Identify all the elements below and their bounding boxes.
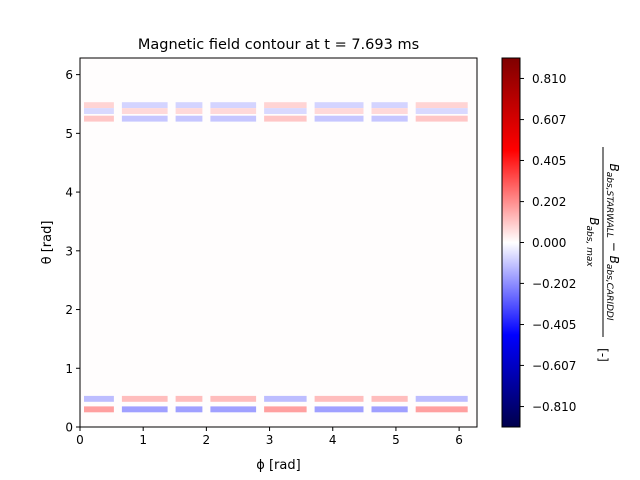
heat-cell-3-4	[210, 406, 257, 413]
heat-cell-4-0	[264, 102, 307, 109]
heat-cell-5-1	[314, 108, 364, 114]
heat-cell-5-0	[314, 102, 364, 109]
heat-cell-6-1	[371, 108, 408, 114]
heatmap-layer	[84, 102, 468, 413]
heat-cell-2-0	[175, 102, 203, 109]
y-axis: 0 1 2 3 4 5 6	[65, 68, 80, 435]
colorbar-ticks: 0.810 0.607 0.405 0.202 0.000 −0.202 −0.405 −0.…	[520, 72, 576, 414]
heat-cell-1-0	[121, 102, 168, 109]
heat-cell-0-0	[84, 102, 114, 109]
colorbar-label-unit: [-]	[596, 348, 610, 362]
heat-cell-1-3	[121, 395, 168, 402]
heat-cell-7-1	[415, 108, 468, 114]
y-axis-label: θ [rad]	[40, 221, 55, 265]
chart-title: Magnetic field contour at t = 7.693 ms	[138, 37, 419, 53]
heat-cell-2-3	[175, 395, 203, 402]
y-tick-label: 2	[65, 303, 73, 317]
heat-cell-3-0	[210, 102, 257, 109]
heat-cell-7-3	[415, 395, 468, 402]
x-tick-label: 1	[139, 433, 147, 447]
heat-cell-3-2	[210, 115, 257, 122]
colorbar-tick-label: 0.202	[532, 195, 566, 209]
colorbar-tick-label: −0.607	[532, 359, 576, 373]
x-tick-label: 0	[76, 433, 84, 447]
heat-cell-1-1	[121, 108, 168, 114]
heat-cell-2-2	[175, 115, 203, 122]
heat-cell-7-0	[415, 102, 468, 109]
colorbar-label: Babs,STARWALL − Babs,CARIDDI Babs, max […	[584, 147, 621, 362]
y-tick-label: 1	[65, 362, 73, 376]
x-tick-label: 6	[455, 433, 463, 447]
colorbar-tick-label: −0.202	[532, 277, 576, 291]
colorbar-tick-label: −0.405	[532, 318, 576, 332]
colorbar-tick-label: −0.810	[532, 400, 576, 414]
x-tick-label: 4	[329, 433, 337, 447]
heat-cell-2-4	[175, 406, 203, 413]
heat-cell-6-2	[371, 115, 408, 122]
colorbar-label-numerator: Babs,STARWALL − Babs,CARIDDI	[604, 163, 621, 320]
heat-cell-4-4	[264, 406, 307, 413]
heat-cell-0-4	[84, 406, 114, 413]
x-axis-label: ϕ [rad]	[256, 458, 300, 473]
colorbar-tick-label: 0.000	[532, 236, 566, 250]
heat-cell-2-1	[175, 108, 203, 114]
heat-cell-6-0	[371, 102, 408, 109]
heat-cell-3-3	[210, 395, 257, 402]
heat-cell-0-3	[84, 395, 114, 402]
heat-cell-0-2	[84, 115, 114, 122]
heat-cell-4-3	[264, 395, 307, 402]
colorbar-label-denominator: Babs, max	[584, 217, 601, 267]
colorbar-tick-label: 0.810	[532, 72, 566, 86]
heat-cell-5-4	[314, 406, 364, 413]
heat-cell-7-2	[415, 115, 468, 122]
y-tick-label: 4	[65, 186, 73, 200]
heat-cell-1-2	[121, 115, 168, 122]
x-axis: 0 1 2 3 4 5 6	[76, 427, 463, 447]
colorbar-tick-label: 0.607	[532, 113, 566, 127]
heat-cell-4-1	[264, 108, 307, 114]
x-tick-label: 3	[266, 433, 274, 447]
y-tick-label: 3	[65, 244, 73, 258]
heat-cell-6-4	[371, 406, 408, 413]
x-tick-label: 2	[203, 433, 211, 447]
heat-cell-0-1	[84, 108, 114, 114]
y-tick-label: 6	[65, 68, 73, 82]
heat-cell-7-4	[415, 406, 468, 413]
colorbar	[501, 57, 521, 428]
heat-cell-5-2	[314, 115, 364, 122]
heat-cell-6-3	[371, 395, 408, 402]
colorbar-tick-label: 0.405	[532, 154, 566, 168]
heat-cell-1-4	[121, 406, 168, 413]
y-tick-label: 0	[65, 421, 73, 435]
plot-frame	[79, 57, 478, 428]
y-tick-label: 5	[65, 127, 73, 141]
heat-cell-5-3	[314, 395, 364, 402]
heat-cell-4-2	[264, 115, 307, 122]
x-tick-label: 5	[392, 433, 400, 447]
heat-cell-3-1	[210, 108, 257, 114]
